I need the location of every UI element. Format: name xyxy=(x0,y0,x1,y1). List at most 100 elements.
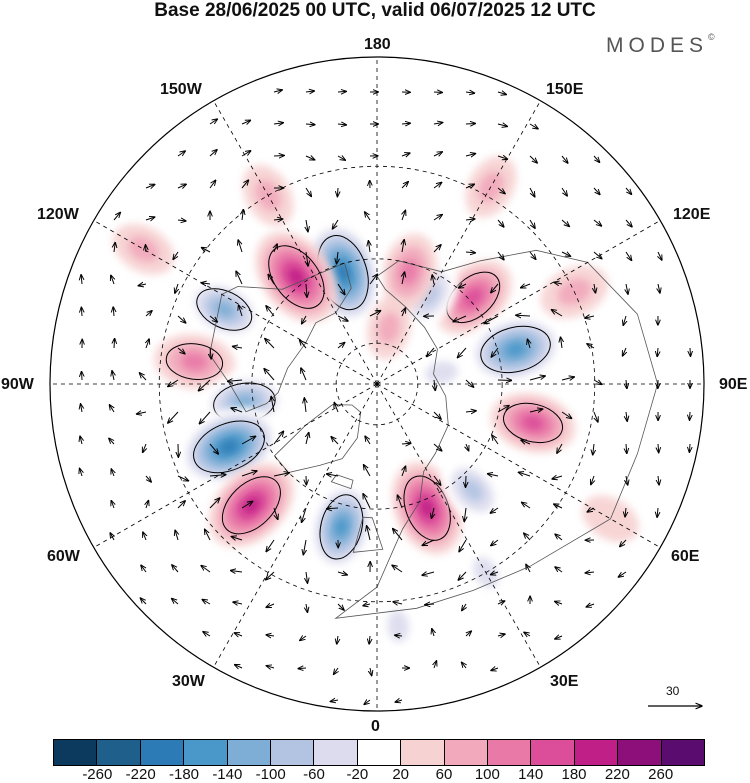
logo-mark: © xyxy=(708,32,715,42)
wind-vector xyxy=(623,315,626,325)
wind-vector xyxy=(337,187,338,197)
wind-vector xyxy=(368,241,370,253)
wind-vector xyxy=(199,411,211,424)
wind-vector xyxy=(466,631,471,636)
wind-vector xyxy=(363,494,371,509)
colorbar-swatch xyxy=(488,740,532,765)
wind-vector xyxy=(139,373,147,381)
wind-vector xyxy=(402,272,405,285)
wind-vector xyxy=(626,283,628,294)
wind-vector xyxy=(402,240,404,253)
coastline xyxy=(334,249,659,619)
colorbar-swatch xyxy=(574,740,619,765)
wind-vector xyxy=(484,315,499,324)
colorbar-swatch xyxy=(357,740,402,765)
wind-vector xyxy=(145,475,151,482)
wind-vector xyxy=(462,603,466,611)
wind-vector xyxy=(625,507,626,517)
wind-vector xyxy=(303,539,306,555)
wind-vector xyxy=(209,150,217,157)
wind-vector xyxy=(369,274,377,285)
wind-vector xyxy=(337,572,347,575)
anomaly-center xyxy=(153,333,235,390)
wind-vector xyxy=(332,219,339,229)
wind-vector xyxy=(555,601,563,604)
wind-vector xyxy=(337,91,346,92)
wind-vector xyxy=(274,507,278,520)
colorbar-swatch xyxy=(531,740,575,765)
wind-vector xyxy=(114,338,115,349)
lon-label-150e: 150E xyxy=(546,81,584,98)
wind-vector xyxy=(497,187,505,194)
anomaly-contour-fill xyxy=(180,352,208,371)
colorbar-swatch xyxy=(661,740,705,765)
wind-vector xyxy=(210,347,211,359)
wind-vector xyxy=(465,411,476,412)
anomaly-center xyxy=(255,231,338,323)
anomaly-contour-line xyxy=(165,343,224,380)
wind-vector xyxy=(626,443,627,454)
wind-vector xyxy=(266,306,275,317)
coastline xyxy=(352,516,384,553)
wind-vector xyxy=(364,465,371,477)
wind-vector xyxy=(175,530,178,541)
logo-text: MODES xyxy=(606,34,709,57)
wind-vector xyxy=(594,411,598,422)
anomaly-center xyxy=(376,594,420,658)
wind-vector xyxy=(365,212,371,221)
wind-vector xyxy=(432,275,434,285)
meridian-line xyxy=(93,220,378,385)
wind-vector xyxy=(591,475,594,485)
wind-vector xyxy=(690,347,691,356)
wind-vector xyxy=(465,154,476,157)
wind-vector xyxy=(618,571,627,577)
wind-vector xyxy=(172,565,179,573)
wind-vector xyxy=(561,411,572,419)
lon-label-30e: 30E xyxy=(550,673,579,690)
anomaly-contour-line xyxy=(319,494,364,560)
wind-vector xyxy=(593,443,594,455)
wind-vector xyxy=(231,408,243,413)
coastline xyxy=(273,404,362,473)
wind-vector xyxy=(146,500,149,509)
colorbar-swatch xyxy=(401,740,445,765)
wind-vector xyxy=(370,667,372,676)
wind-vector xyxy=(177,347,185,354)
wind-vector xyxy=(302,507,307,523)
wind-vector xyxy=(555,567,563,573)
anomaly-contour-fill xyxy=(505,342,526,357)
wind-vector xyxy=(524,533,531,541)
wind-vector xyxy=(202,599,211,604)
colorbar-tick-label: 260 xyxy=(648,766,674,783)
wind-vector xyxy=(658,475,659,485)
wind-vector xyxy=(82,371,83,381)
wind-vector xyxy=(175,283,178,293)
wind-vector xyxy=(228,380,243,381)
meridian-line xyxy=(213,100,378,385)
wind-vector xyxy=(433,152,442,156)
wind-vector xyxy=(241,120,251,124)
modes-logo: MODES© xyxy=(606,32,715,58)
wind-vector xyxy=(658,443,659,453)
wind-vector xyxy=(266,539,275,552)
wind-vector xyxy=(109,405,114,413)
wind-vector xyxy=(459,539,467,552)
anomaly-center xyxy=(381,233,437,311)
wind-vector xyxy=(397,495,403,509)
wind-vector xyxy=(561,252,571,256)
wind-vector xyxy=(327,474,339,476)
wind-vector xyxy=(230,571,243,573)
wind-vector xyxy=(364,700,371,705)
wind-vector xyxy=(306,283,307,297)
wind-vector xyxy=(593,380,602,384)
wind-vector xyxy=(465,219,475,220)
colorbar-tick-label: -140 xyxy=(212,766,243,783)
wind-vector xyxy=(177,501,185,509)
wind-vector xyxy=(173,251,179,260)
wind-vector xyxy=(561,377,574,380)
wind-vector xyxy=(518,472,531,476)
wind-vector xyxy=(433,443,442,451)
anomaly-contour-line xyxy=(193,420,265,474)
coastline xyxy=(330,474,354,490)
wind-vector xyxy=(422,572,435,575)
